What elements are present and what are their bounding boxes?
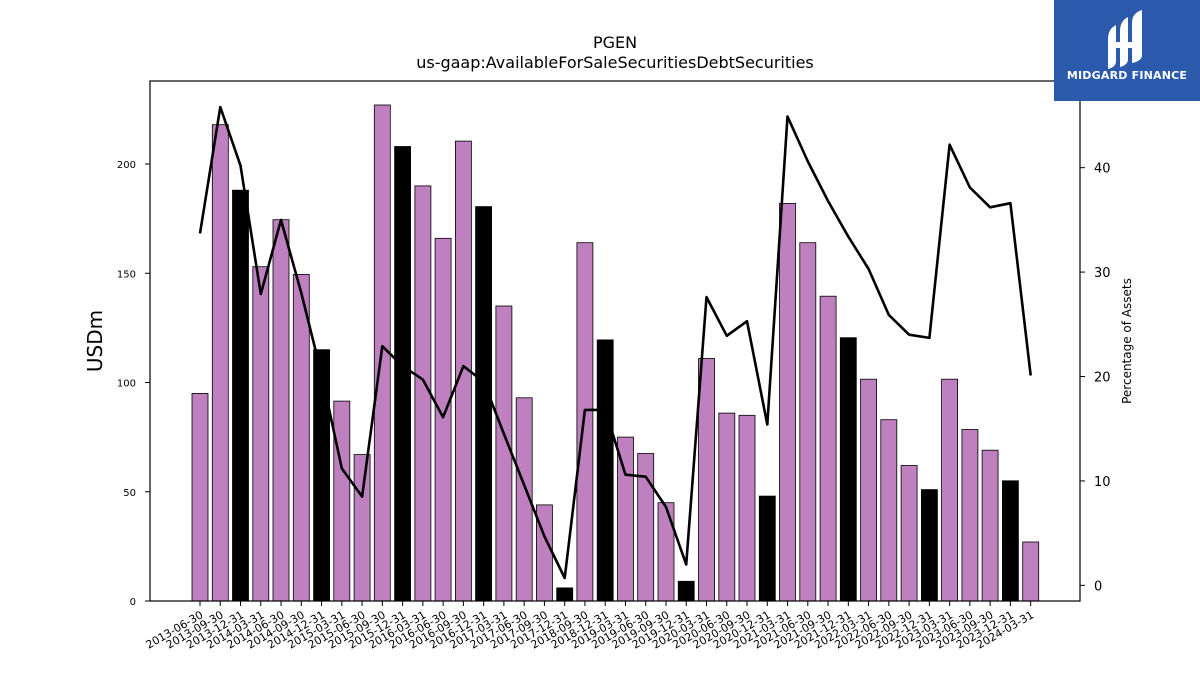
bar (657, 502, 675, 602)
bar (698, 358, 715, 602)
bar (799, 242, 817, 602)
bar (1022, 541, 1040, 602)
bar (617, 436, 634, 602)
bar (556, 587, 574, 602)
bar (292, 273, 310, 602)
bar (819, 295, 837, 602)
bar (779, 202, 796, 602)
chart-title: PGEN (593, 33, 637, 52)
bar (961, 429, 979, 602)
bar (900, 465, 918, 602)
y-axis-label: USDm (83, 310, 107, 372)
bar (475, 206, 493, 602)
y-tick-label: 150 (117, 269, 136, 280)
y2-tick-label: 10 (1094, 475, 1111, 490)
bar (880, 419, 898, 602)
logo-text: MIDGARD FINANCE (1066, 69, 1188, 82)
y-tick-label: 100 (117, 379, 136, 390)
bar (941, 378, 958, 602)
y-tick-label: 0 (130, 597, 136, 608)
y2-tick-label: 20 (1094, 371, 1111, 386)
y2-axis-label: Percentage of Assets (1120, 278, 1134, 404)
line-series (198, 105, 1032, 580)
bar (981, 449, 999, 602)
bar (921, 489, 938, 602)
bar (677, 580, 695, 602)
bar (758, 495, 776, 602)
bar (576, 242, 594, 602)
bar-series (191, 104, 1040, 602)
bar (718, 412, 736, 602)
y-tick-label: 50 (123, 488, 136, 499)
plot-frame (149, 80, 1081, 602)
bar (394, 146, 412, 602)
bar (414, 185, 432, 602)
bar (211, 124, 229, 602)
bar (738, 414, 756, 602)
bar (272, 219, 290, 602)
chart-subtitle: us-gaap:AvailableForSaleSecuritiesDebtSe… (416, 53, 814, 72)
bar (313, 349, 331, 602)
bar (232, 189, 249, 602)
bar (434, 237, 452, 602)
y2-tick-label: 30 (1094, 266, 1111, 281)
line-path (198, 105, 1032, 580)
y2-tick-label: 0 (1094, 579, 1102, 594)
bar (1002, 480, 1019, 602)
bar (839, 337, 857, 602)
brand-logo: MIDGARD FINANCE (1054, 0, 1200, 101)
bar (596, 339, 614, 602)
bar (860, 378, 877, 602)
bar (353, 454, 371, 602)
bar (495, 305, 513, 602)
midgard-logo-icon (1108, 10, 1142, 69)
bar (191, 392, 209, 602)
y2-tick-label: 40 (1094, 162, 1111, 177)
bar (252, 266, 270, 602)
axes: 0501001502000102030402013-06-302013-09-3… (117, 80, 1111, 652)
y-tick-label: 200 (117, 160, 136, 171)
bar (333, 400, 351, 602)
